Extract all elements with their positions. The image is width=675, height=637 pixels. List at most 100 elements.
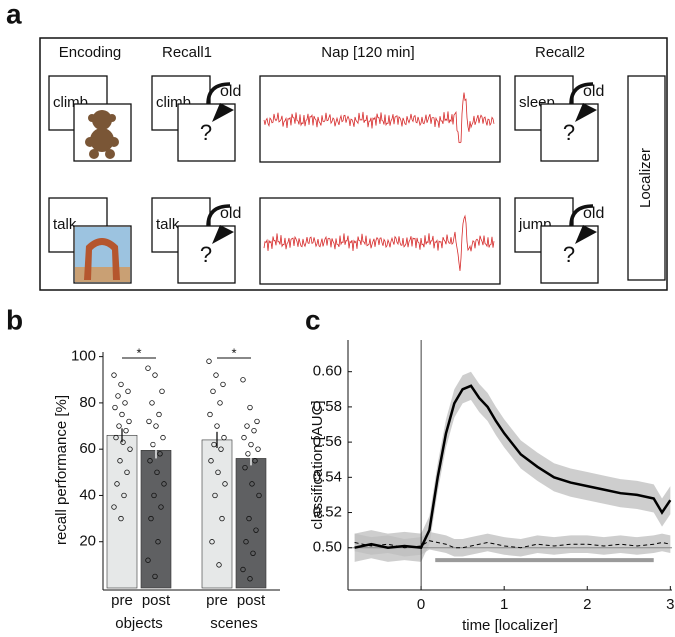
photo-arch (84, 238, 120, 280)
arrow (206, 82, 231, 105)
question-mark: ? (200, 242, 212, 267)
subject-point (150, 441, 156, 448)
line-chart: 0.50 0.52 0.54 0.56 0.58 0.60 0 1 2 3 time [locali… (309, 340, 675, 634)
y-tick-label: 0.50 (313, 539, 342, 556)
arrow-head (212, 225, 234, 244)
series-label: pre (111, 592, 133, 609)
teddy (109, 137, 119, 147)
phase-label: Recall1 (162, 44, 212, 61)
panel-label: a (6, 0, 22, 29)
subject-point (153, 423, 159, 429)
series-line (354, 384, 672, 550)
subject-point (116, 423, 122, 429)
subject-point (126, 418, 132, 425)
teddy (108, 114, 116, 122)
x-tick-label: 3 (666, 596, 674, 613)
subject-point (148, 515, 154, 522)
subject-point (217, 400, 223, 406)
subject-point (248, 441, 254, 448)
y-tick-label: 0.54 (313, 468, 342, 485)
subject-point (115, 393, 121, 399)
arrow (569, 82, 594, 105)
subject-point (214, 423, 220, 429)
subject-point (127, 446, 133, 452)
x-tick-label: 2 (583, 596, 591, 613)
subject-point (218, 446, 224, 452)
subject-point (254, 418, 260, 425)
sig-star: * (231, 345, 236, 360)
subject-point (253, 527, 259, 533)
subject-point (240, 377, 246, 383)
question-mark: ? (563, 120, 575, 145)
subject-point (111, 504, 117, 510)
teddy (90, 128, 114, 152)
subject-point (207, 411, 213, 418)
cue-word: talk (53, 216, 77, 233)
group-label: scenes (210, 615, 258, 632)
subject-point (124, 469, 130, 476)
subject-point (252, 458, 258, 464)
subject-point (156, 411, 162, 418)
eeg-box (259, 75, 501, 163)
subject-point (249, 481, 255, 487)
subject-point (147, 458, 153, 464)
subject-point (160, 434, 166, 441)
subject-point (221, 434, 227, 441)
group-label: objects (115, 615, 163, 632)
subject-point (220, 381, 226, 388)
subject-point (146, 418, 152, 425)
teddy (88, 114, 96, 122)
subject-point (145, 557, 151, 563)
subject-point (159, 388, 165, 395)
subject-point (216, 562, 222, 568)
y-tick-label: 0.52 (313, 504, 342, 521)
subject-point (244, 423, 250, 429)
subject-point (206, 358, 212, 364)
subject-point (208, 458, 214, 464)
subject-point (219, 515, 225, 522)
localizer-box (627, 75, 666, 281)
arrow (569, 204, 594, 227)
eeg-trace (263, 92, 495, 144)
y-tick-label: 20 (79, 533, 96, 550)
y-tick-label: 60 (79, 440, 96, 457)
subject-point (122, 400, 128, 406)
subject-point (209, 539, 215, 545)
subject-point (157, 451, 163, 457)
subject-point (145, 365, 151, 371)
y-axis-label: recall performance [%] (53, 395, 70, 545)
subject-point (211, 441, 217, 448)
y-tick-label: 0.56 (313, 433, 342, 450)
series-line (354, 540, 671, 549)
subject-point (112, 404, 118, 411)
subject-point (242, 464, 248, 471)
old-label: old (220, 83, 241, 100)
y-tick-label: 80 (79, 394, 96, 411)
subject-point (151, 492, 157, 499)
teddy (89, 149, 99, 159)
subject-point (118, 515, 124, 522)
subject-point (255, 446, 261, 452)
arrow (206, 204, 231, 227)
series-label: post (237, 592, 266, 609)
subject-point (251, 427, 257, 434)
subject-point (152, 573, 158, 580)
x-tick-label: 1 (500, 596, 508, 613)
y-tick-label: 0.60 (313, 363, 342, 380)
panel-label: c (305, 304, 321, 335)
subject-point (120, 439, 126, 445)
subject-point (154, 469, 160, 476)
series-label: pre (206, 592, 228, 609)
subject-point (247, 404, 253, 411)
x-axis-label: time [localizer] (462, 617, 558, 634)
eeg-trace (263, 214, 495, 271)
subject-point (155, 539, 161, 545)
subject-point (111, 372, 117, 378)
cue-word: talk (156, 216, 180, 233)
old-label: old (583, 205, 604, 222)
phase-label: Nap [120 min] (321, 44, 414, 61)
subject-point (245, 451, 251, 457)
panel-label: b (6, 304, 23, 335)
panel-frame (39, 37, 668, 291)
